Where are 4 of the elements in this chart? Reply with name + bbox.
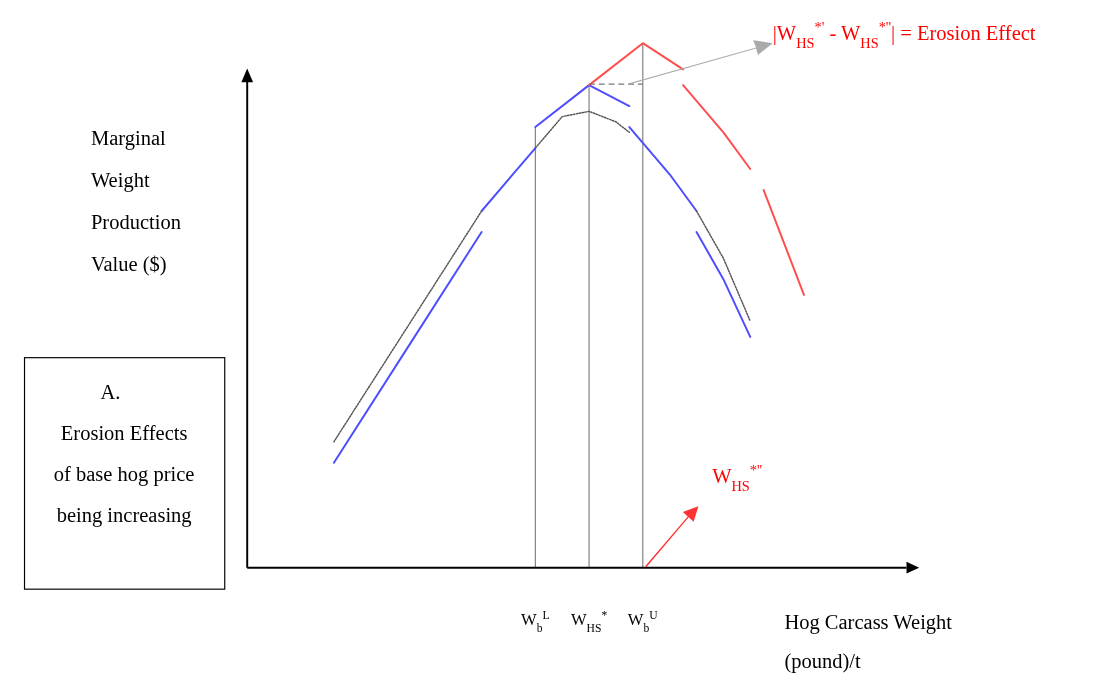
text: A. Erosion Effects of base hog price being increasing xyxy=(53,380,195,527)
annotation: |W$_{HS}$$^{*'}$ - W$_{HS}$$^{*''}$| = Erosion Effect xyxy=(772,19,1036,52)
x-axis-title: Hog Carcass Weight (pound)/t xyxy=(784,611,953,674)
y-axis-title: Marginal Weight Production Value ($) xyxy=(90,126,181,276)
